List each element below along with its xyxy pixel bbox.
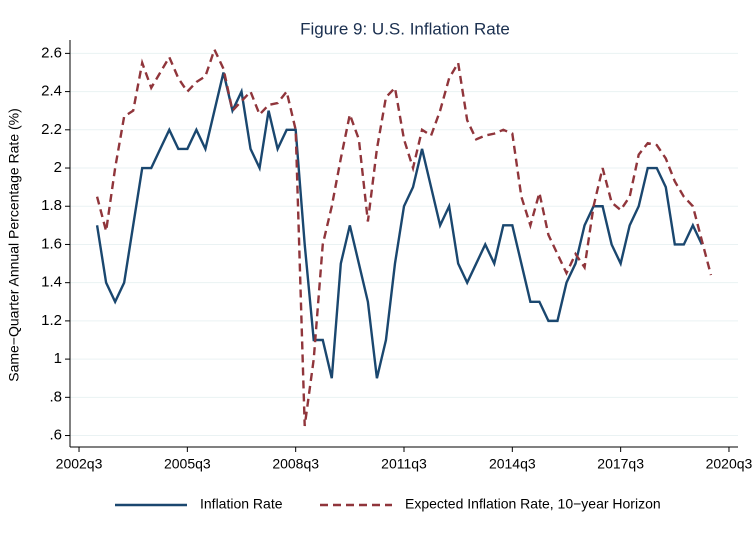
x-tick-label: 2008q3 <box>272 456 319 472</box>
y-tick-label: 2.6 <box>41 44 62 61</box>
y-tick-label: .8 <box>49 388 62 405</box>
y-tick-label: 1.4 <box>41 274 62 291</box>
legend-label: Expected Inflation Rate, 10−year Horizon <box>405 496 661 512</box>
x-tick-label: 2002q3 <box>56 456 103 472</box>
y-tick-label: 1.2 <box>41 312 62 329</box>
y-tick-label: 2 <box>54 159 62 176</box>
series-line <box>95 72 703 379</box>
chart-title: Figure 9: U.S. Inflation Rate <box>300 19 510 38</box>
legend-label: Inflation Rate <box>200 496 283 512</box>
y-tick-label: 2.2 <box>41 121 62 138</box>
y-axis-label: Same−Quarter Annual Percentage Rate (%) <box>6 108 22 382</box>
y-tick-label: 1.6 <box>41 235 62 252</box>
y-tick-label: 2.4 <box>41 83 62 100</box>
x-tick-label: 2020q3 <box>706 456 753 472</box>
x-tick-label: 2005q3 <box>164 456 211 472</box>
series-line <box>95 46 713 427</box>
y-tick-label: .6 <box>49 427 62 444</box>
x-tick-label: 2014q3 <box>489 456 536 472</box>
x-tick-label: 2017q3 <box>597 456 644 472</box>
y-tick-label: 1.8 <box>41 197 62 214</box>
y-tick-label: 1 <box>54 350 62 367</box>
x-tick-label: 2011q3 <box>381 456 427 472</box>
